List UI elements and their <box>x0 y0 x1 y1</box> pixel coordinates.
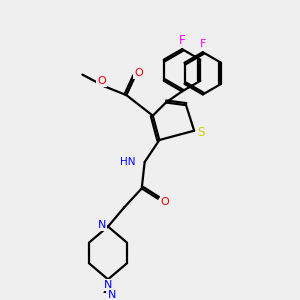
Text: N: N <box>98 220 106 230</box>
Text: O: O <box>134 68 143 78</box>
Text: N: N <box>108 290 116 300</box>
Text: N: N <box>104 280 112 290</box>
Text: S: S <box>197 126 204 139</box>
Text: HN: HN <box>120 157 136 167</box>
Text: F: F <box>200 39 206 49</box>
Text: O: O <box>97 76 106 86</box>
Text: N: N <box>98 220 106 230</box>
Text: O: O <box>161 196 170 207</box>
Text: F: F <box>179 34 185 47</box>
